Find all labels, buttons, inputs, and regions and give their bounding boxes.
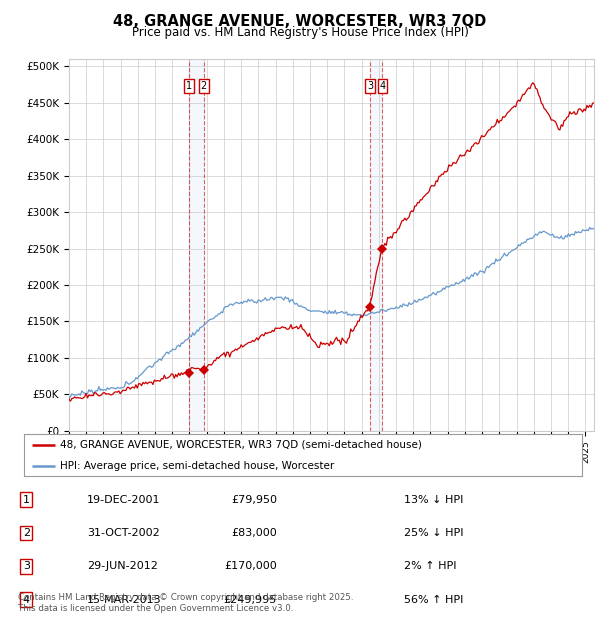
Text: £79,950: £79,950 xyxy=(231,495,277,505)
Text: £83,000: £83,000 xyxy=(231,528,277,538)
Text: 31-OCT-2002: 31-OCT-2002 xyxy=(87,528,160,538)
Text: 4: 4 xyxy=(23,595,30,604)
Text: 1: 1 xyxy=(186,81,192,91)
Bar xyxy=(189,59,204,431)
Text: 2: 2 xyxy=(200,81,207,91)
Text: 48, GRANGE AVENUE, WORCESTER, WR3 7QD: 48, GRANGE AVENUE, WORCESTER, WR3 7QD xyxy=(113,14,487,29)
Text: 2% ↑ HPI: 2% ↑ HPI xyxy=(404,561,456,572)
Text: 48, GRANGE AVENUE, WORCESTER, WR3 7QD (semi-detached house): 48, GRANGE AVENUE, WORCESTER, WR3 7QD (s… xyxy=(60,440,422,450)
Text: 13% ↓ HPI: 13% ↓ HPI xyxy=(404,495,463,505)
Text: £249,995: £249,995 xyxy=(224,595,277,604)
Text: 25% ↓ HPI: 25% ↓ HPI xyxy=(404,528,463,538)
Text: 1: 1 xyxy=(23,495,30,505)
Text: 3: 3 xyxy=(23,561,30,572)
Text: 29-JUN-2012: 29-JUN-2012 xyxy=(87,561,158,572)
Text: HPI: Average price, semi-detached house, Worcester: HPI: Average price, semi-detached house,… xyxy=(60,461,335,471)
Text: 56% ↑ HPI: 56% ↑ HPI xyxy=(404,595,463,604)
Text: 2: 2 xyxy=(23,528,30,538)
Text: £170,000: £170,000 xyxy=(224,561,277,572)
Text: Contains HM Land Registry data © Crown copyright and database right 2025.
This d: Contains HM Land Registry data © Crown c… xyxy=(18,593,353,613)
Bar xyxy=(370,59,382,431)
Text: 4: 4 xyxy=(379,81,386,91)
Text: 3: 3 xyxy=(367,81,373,91)
Text: 15-MAR-2013: 15-MAR-2013 xyxy=(87,595,161,604)
Text: Price paid vs. HM Land Registry's House Price Index (HPI): Price paid vs. HM Land Registry's House … xyxy=(131,26,469,39)
Text: 19-DEC-2001: 19-DEC-2001 xyxy=(87,495,160,505)
